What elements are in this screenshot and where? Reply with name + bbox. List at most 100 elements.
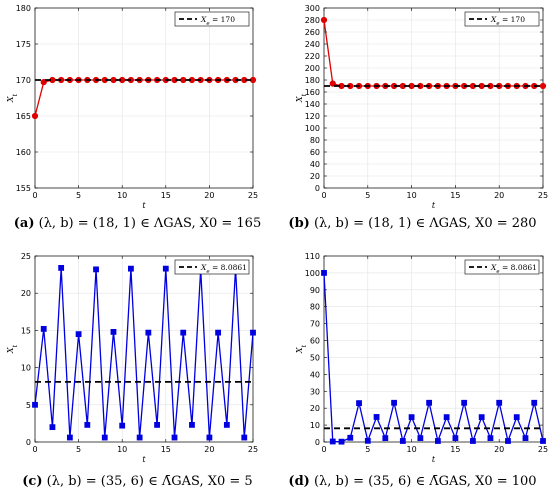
panel-d-series-line xyxy=(323,272,544,444)
panel-d-y-tick-label: 80 xyxy=(310,303,320,312)
panel-d-legend xyxy=(464,259,540,275)
caption-c-text: (λ, b) = (35, 6) ∈ Λ̄GAS, X0 = 5 xyxy=(46,474,253,489)
panel-d-data-point xyxy=(505,438,511,444)
panel-b-x-axis-label: t xyxy=(432,201,436,210)
panel-d-y-axis-label: Xt xyxy=(295,344,308,354)
panel-d-data-point xyxy=(399,438,406,444)
caption-b: (b) (λ, b) = (18, 1) ∈ ΛGAS, X0 = 280 xyxy=(275,216,550,231)
panel-d-y-tick-label: 20 xyxy=(310,404,320,413)
panel-a-y-tick-label: 165 xyxy=(16,112,31,121)
panel-a-x-tick-label: 20 xyxy=(204,191,214,200)
panel-d-data-point xyxy=(426,399,433,406)
panel-c-axes-frame xyxy=(34,255,254,443)
panel-c-data-point xyxy=(215,329,222,336)
panel-a-legend xyxy=(174,11,250,27)
panel-c-data-point xyxy=(75,331,82,338)
panel-a-x-tick-label: 5 xyxy=(76,191,81,200)
panel-b-data-point xyxy=(539,82,547,90)
panel-c-x-tick-label: 15 xyxy=(161,445,171,454)
panel-a-x-tick-label: 10 xyxy=(117,191,127,200)
panel-d-data-point xyxy=(461,399,468,406)
panel-b-data-point xyxy=(329,80,336,87)
panel-c-data-point xyxy=(162,265,169,272)
panel-d-data-point xyxy=(338,438,345,445)
chart-panel-d: 0 5 10 15 20 25 0 10 20 30 40 50 60 70 80 90 100 110 t Xt Xe… xyxy=(295,252,548,464)
caption-d-text: (λ, b) = (35, 6) ∈ Λ̄GAS, X0 = 100 xyxy=(313,474,537,489)
panel-b-legend xyxy=(464,11,540,27)
panel-b-y-tick-label: 0 xyxy=(315,184,320,193)
panel-c-data-point xyxy=(128,265,134,272)
panel-c-y-tick-label: 5 xyxy=(26,401,31,410)
panel-d-data-point xyxy=(443,414,450,421)
panel-d-legend-label: Xe = 8.0861 xyxy=(490,263,537,275)
panel-d-data-point xyxy=(478,414,485,421)
panel-a-legend-label: Xe = 170 xyxy=(200,15,235,27)
panel-a-x-tick-label: 0 xyxy=(32,191,37,200)
panel-c-x-tick-label: 25 xyxy=(248,445,258,454)
panel-d-y-tick-label: 50 xyxy=(310,353,320,362)
panel-b-x-tick-label: 15 xyxy=(450,191,460,200)
panel-b-x-tick-label: 5 xyxy=(365,191,370,200)
panel-b-legend-label: Xe = 170 xyxy=(490,15,525,27)
panel-d-data-point xyxy=(496,399,503,406)
panel-b-y-tick-label: 40 xyxy=(310,160,320,169)
panel-c-data-point xyxy=(136,434,143,441)
panel-c-data-point xyxy=(66,434,73,441)
panel-b-y-tick-label: 240 xyxy=(305,40,320,49)
panel-d-y-tick-label: 40 xyxy=(310,370,320,379)
panel-d-data-point xyxy=(452,435,459,442)
panel-d-data-point xyxy=(321,270,327,276)
panel-c-legend xyxy=(174,259,250,275)
panel-a-y-tick-label: 180 xyxy=(16,4,31,13)
panel-d-data-point xyxy=(408,414,415,421)
panel-d-data-point xyxy=(434,438,441,444)
panel-d-x-tick-label: 25 xyxy=(538,445,548,454)
panel-b-y-tick-label: 20 xyxy=(310,172,320,181)
caption-a-text: (λ, b) = (18, 1) ∈ ΛGAS, X0 = 165 xyxy=(38,216,262,231)
panel-c-data-point xyxy=(206,434,213,441)
panel-d-y-tick-label: 110 xyxy=(305,252,320,261)
panel-d-x-tick-label: 15 xyxy=(450,445,460,454)
panel-d-axes-frame xyxy=(323,255,544,443)
panel-a-x-tick-label: 15 xyxy=(161,191,171,200)
panel-d-data-point xyxy=(347,434,354,441)
panel-c-data-point xyxy=(93,266,99,273)
panel-c-data-point xyxy=(84,421,91,428)
panel-c-series-line xyxy=(34,267,254,438)
panel-d-data-point xyxy=(513,414,520,421)
panel-d-data-point xyxy=(540,438,546,444)
panel-c-data-point xyxy=(40,326,47,332)
panel-d-x-tick-label: 0 xyxy=(321,445,326,454)
panel-d-data-point xyxy=(391,399,397,406)
panel-d-y-tick-label: 60 xyxy=(310,337,320,346)
caption-d: (d) (λ, b) = (35, 6) ∈ Λ̄GAS, X0 = 100 xyxy=(275,474,550,489)
panel-d-y-tick-label: 90 xyxy=(310,286,320,295)
panel-b-x-tick-label: 20 xyxy=(494,191,504,200)
panel-a-axes-frame xyxy=(34,7,254,189)
panel-c-legend-label: Xe = 8.0861 xyxy=(200,263,247,275)
panel-b-x-tick-label: 0 xyxy=(321,191,326,200)
panel-d-x-tick-label: 5 xyxy=(365,445,370,454)
panel-b-y-tick-label: 100 xyxy=(305,124,320,133)
panel-b-y-tick-label: 300 xyxy=(305,4,320,13)
panel-c-data-point xyxy=(180,329,187,336)
panel-c-data-point xyxy=(58,265,65,271)
panel-d-data-point xyxy=(364,437,371,444)
panel-a-y-axis-label: Xt xyxy=(6,93,19,103)
panel-d-data-point xyxy=(417,435,424,442)
chart-panel-c: 0 5 10 15 20 25 0 5 10 15 20 25 t Xt Xe = 8.0861 xyxy=(6,252,258,464)
panel-b-y-tick-label: 60 xyxy=(310,148,320,157)
caption-d-letter: (d) xyxy=(288,474,310,489)
panel-a-x-axis-label: t xyxy=(142,201,146,210)
panel-b-y-tick-label: 260 xyxy=(305,28,320,37)
panel-c-y-axis-label: Xt xyxy=(6,344,19,354)
panel-c-data-point xyxy=(241,434,248,441)
panel-d-data-point xyxy=(487,435,494,442)
chart-panel-b: 0 5 10 15 20 25 0 20 40 60 80 100 120 140 160 180 200 220… xyxy=(295,4,548,210)
panel-d-y-tick-label: 30 xyxy=(310,387,320,396)
panel-d-data-point xyxy=(373,414,380,420)
caption-a: (a) (λ, b) = (18, 1) ∈ ΛGAS, X0 = 165 xyxy=(0,216,275,231)
panel-b-y-axis-label: Xt xyxy=(295,93,308,103)
panel-d-x-axis-label: t xyxy=(432,455,436,464)
panel-b-y-tick-label: 80 xyxy=(310,136,320,145)
